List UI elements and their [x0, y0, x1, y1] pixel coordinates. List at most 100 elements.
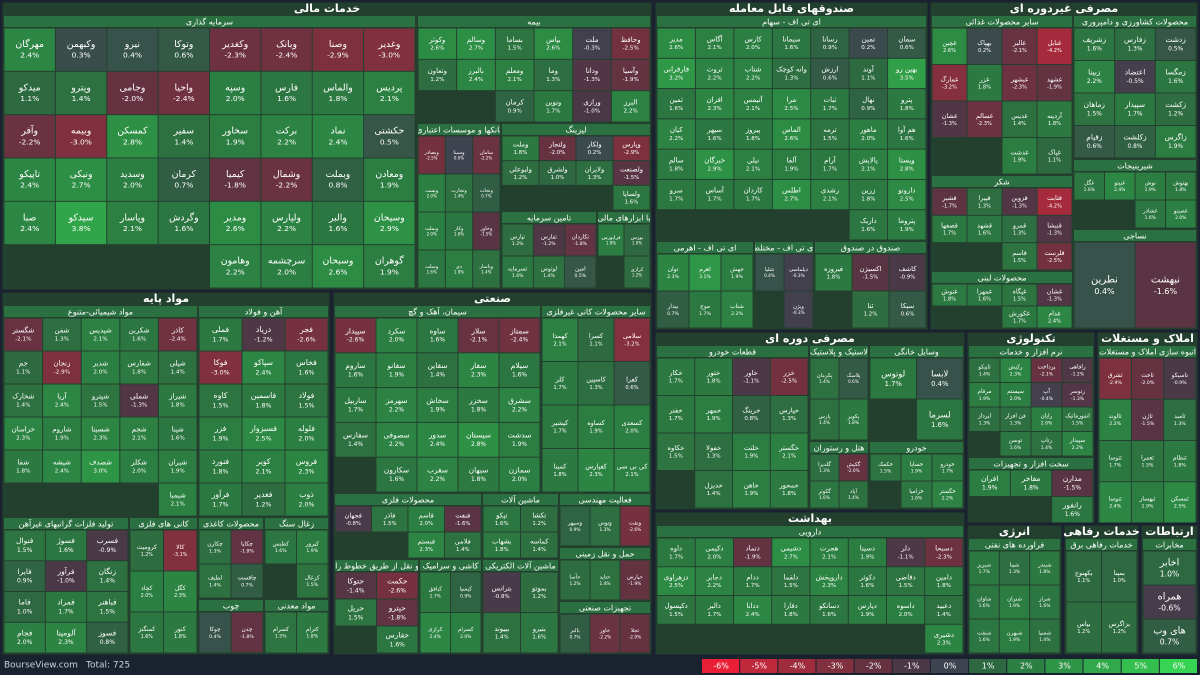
tile-label: 1.6% — [784, 45, 798, 51]
tile — [852, 254, 889, 291]
tile-name: وبصادر — [424, 150, 440, 156]
tile-label: 0.8% — [1127, 144, 1142, 150]
tile — [364, 71, 415, 115]
tile — [43, 384, 81, 417]
group-header — [657, 16, 926, 27]
tile-label: 1.6% — [275, 548, 287, 554]
tile — [733, 358, 770, 395]
tile-name: غکورش — [1009, 311, 1031, 318]
tile-name: شلیا — [765, 267, 774, 273]
tile — [521, 532, 558, 558]
tile — [695, 58, 734, 89]
tile — [417, 388, 458, 422]
tile-label: 0.9% — [569, 527, 580, 533]
tile-name: دشیری — [934, 631, 954, 639]
tile-name: دپارس — [858, 602, 877, 610]
tile — [210, 245, 261, 288]
tile-name: آلفا — [787, 155, 798, 164]
tile-label: -0.8% — [346, 521, 361, 527]
tile-label: 1.7% — [58, 608, 74, 615]
tile — [1155, 126, 1196, 158]
tile-name: اهرم — [699, 267, 711, 273]
tile-label: 1.4% — [174, 137, 193, 146]
tile — [210, 201, 261, 245]
tile — [542, 318, 578, 361]
tile-label: 2.3% — [589, 472, 602, 478]
tile — [839, 481, 868, 508]
tile-label: 2.1% — [708, 45, 722, 51]
tile — [210, 71, 261, 115]
tile — [43, 351, 81, 384]
tile-name: خبرگان — [704, 155, 725, 164]
tile-name: قثابت — [1047, 195, 1062, 202]
tile-label: -1.7% — [942, 203, 957, 209]
tile-label: 1.7% — [669, 554, 683, 560]
tile-name: خاور — [599, 628, 610, 634]
tile — [285, 318, 328, 351]
group-header — [560, 602, 650, 613]
tile-name: فسوژ — [56, 536, 75, 545]
tile-label: 1.4% — [171, 370, 186, 376]
tile-label: 1.8% — [937, 583, 951, 589]
tile-name: بورس — [631, 235, 644, 241]
tile-name: خزامیا — [909, 489, 924, 495]
tile — [376, 422, 417, 457]
tile — [1074, 242, 1135, 328]
tile — [261, 71, 312, 115]
tile-label: 2.6% — [328, 267, 347, 276]
tile — [445, 212, 473, 250]
tile — [613, 161, 650, 185]
tile-name: دیلماسی — [789, 267, 809, 273]
tile-label: -0.3% — [792, 273, 804, 278]
tile-label: 2.0% — [427, 193, 437, 198]
tile-name: فاما — [19, 598, 32, 607]
tile — [1002, 65, 1037, 101]
tile — [849, 179, 888, 210]
tile-name: فنفت — [455, 511, 470, 519]
tile-name: غشاذر — [1142, 208, 1158, 214]
tile — [932, 284, 967, 306]
tile-name: آریا — [57, 392, 67, 401]
tile-name: وتوکا — [174, 39, 193, 50]
tile-name: کاذر — [171, 326, 185, 335]
tile-name: سفار — [470, 361, 487, 370]
tile-name: وپاسار — [479, 264, 494, 270]
tile-name: بالبر — [569, 628, 580, 634]
tile-name: فسوز — [97, 628, 116, 637]
tile — [1099, 482, 1131, 523]
tile-name: دسانکو — [818, 602, 839, 610]
tile-label: 1.3% — [588, 175, 602, 181]
tile-name: شخارک — [12, 392, 34, 401]
tile-name: سپاکو — [253, 358, 273, 367]
group-header — [1074, 16, 1196, 27]
tile — [81, 417, 120, 450]
tile-label: 1.2% — [514, 175, 528, 181]
tile-label: 2.4% — [1048, 319, 1061, 325]
tile-label: 0.4% — [931, 380, 949, 388]
tile-label: 2.2% — [277, 137, 296, 146]
tile — [901, 454, 932, 481]
tile-name: وسلت — [425, 264, 439, 270]
tile — [1037, 243, 1072, 270]
tile-label: 2.0% — [746, 45, 760, 51]
tile-name: رتوسر — [1069, 389, 1085, 395]
tile-name: اپرداز — [977, 414, 991, 420]
tile-label: 1.4% — [209, 582, 221, 588]
tile-label: 2.8% — [900, 166, 914, 172]
tile-name: آگاس — [707, 34, 724, 43]
tile — [1030, 551, 1060, 585]
tile — [158, 28, 209, 71]
tile-label: 2.1% — [746, 106, 760, 112]
tile — [483, 613, 520, 653]
tile — [4, 530, 45, 561]
group-header — [4, 306, 197, 317]
tile-name: زفارس — [1124, 35, 1146, 44]
tile-name: کفرا — [626, 376, 639, 384]
tile-name: خودرو — [939, 462, 955, 468]
group-title: چوب — [223, 602, 240, 611]
tile — [565, 256, 596, 288]
tile — [418, 28, 457, 59]
sector-title: املاک و مستغلات — [1101, 332, 1194, 345]
tile — [445, 174, 473, 212]
